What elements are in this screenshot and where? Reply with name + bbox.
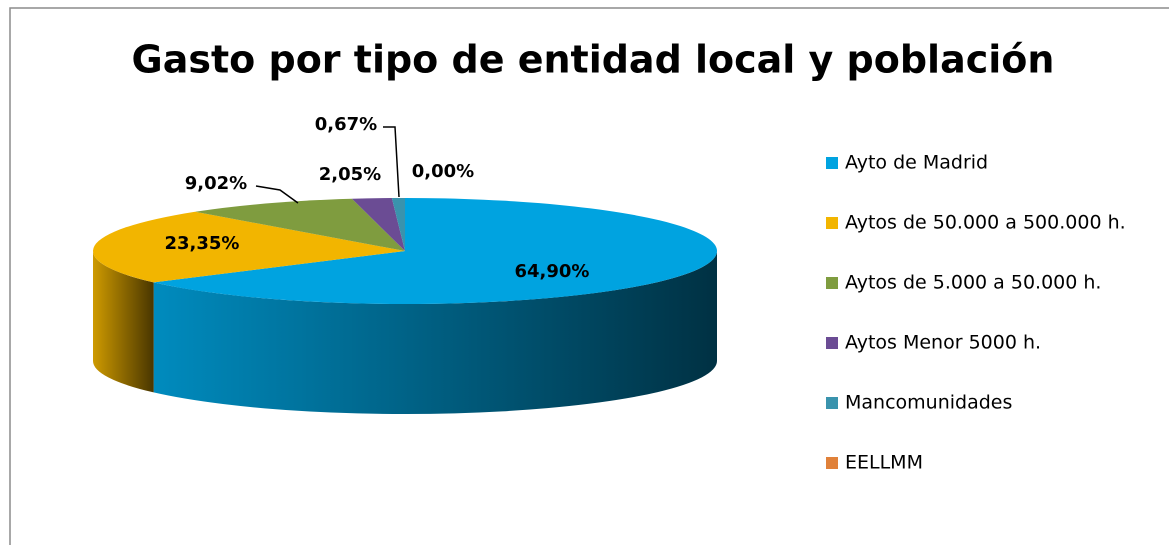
- data-label: 0,00%: [412, 161, 474, 182]
- legend-swatch: [826, 157, 838, 169]
- slice-side: [93, 251, 154, 393]
- legend-swatch: [826, 277, 838, 289]
- slice-side: [153, 251, 718, 414]
- legend-label: Mancomunidades: [845, 392, 1012, 414]
- legend-label: EELLMM: [845, 452, 923, 474]
- slice: [153, 198, 718, 304]
- legend-label: Ayto de Madrid: [845, 152, 988, 174]
- legend-swatch: [826, 397, 838, 409]
- legend-swatch: [826, 337, 838, 349]
- leader-line: [383, 126, 400, 198]
- chart-title: Gasto por tipo de entidad local y poblac…: [132, 38, 1055, 82]
- data-label: 2,05%: [319, 164, 381, 185]
- legend-label: Aytos de 50.000 a 500.000 h.: [845, 212, 1126, 234]
- legend-swatch: [826, 457, 838, 469]
- data-label: 23,35%: [165, 233, 240, 254]
- leader-line: [255, 185, 299, 204]
- slice: [93, 211, 406, 283]
- legend-label: Aytos de 5.000 a 50.000 h.: [845, 272, 1101, 294]
- slice: [195, 198, 405, 251]
- legend-swatch: [826, 217, 838, 229]
- data-label: 64,90%: [515, 261, 590, 282]
- slice: [391, 198, 405, 251]
- data-label: 0,67%: [315, 114, 377, 135]
- slice: [351, 198, 405, 251]
- legend-label: Aytos Menor 5000 h.: [845, 332, 1041, 354]
- data-label: 9,02%: [185, 173, 247, 194]
